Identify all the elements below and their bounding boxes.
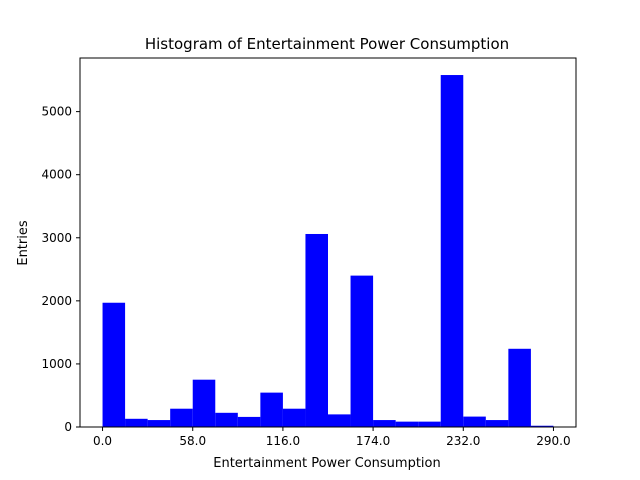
x-tick-label: 116.0 <box>266 434 300 448</box>
histogram-bar <box>328 414 351 427</box>
histogram-bar <box>147 420 171 427</box>
histogram-bar <box>530 425 554 427</box>
histogram-bar <box>102 302 126 427</box>
histogram-bar <box>282 408 306 427</box>
histogram-bar <box>395 421 419 427</box>
y-tick-label: 5000 <box>41 105 72 119</box>
histogram-bar <box>260 392 283 427</box>
x-tick-label: 0.0 <box>93 434 112 448</box>
y-axis-ticks: 0 1000 2000 3000 4000 5000 <box>41 105 80 434</box>
x-axis-ticks: 0.0 58.0 116.0 174.0 232.0 290.0 <box>93 427 571 448</box>
x-tick-label: 290.0 <box>536 434 570 448</box>
y-tick-label: 1000 <box>41 357 72 371</box>
histogram-bar <box>192 379 216 427</box>
histogram-bar <box>508 348 531 427</box>
x-tick-label: 174.0 <box>356 434 390 448</box>
y-axis-label: Entries <box>16 220 31 266</box>
y-tick-label: 4000 <box>41 168 72 182</box>
x-axis-label: Entertainment Power Consumption <box>213 456 440 471</box>
histogram-bar <box>305 233 328 427</box>
y-tick-label: 0 <box>64 420 72 434</box>
plot-frame <box>79 57 577 428</box>
histogram-bar <box>373 420 396 427</box>
x-tick-label: 232.0 <box>446 434 480 448</box>
y-tick-label: 3000 <box>41 231 72 245</box>
histogram-bar <box>463 416 486 427</box>
histogram-bar <box>440 75 464 428</box>
chart-title: Histogram of Entertainment Power Consump… <box>145 35 509 53</box>
bars-group <box>102 75 554 428</box>
histogram-bar <box>170 408 193 427</box>
y-tick-label: 2000 <box>41 294 72 308</box>
histogram-bar <box>237 416 261 427</box>
histogram-bar <box>125 418 148 427</box>
x-tick-label: 58.0 <box>179 434 206 448</box>
histogram-bar <box>350 275 374 427</box>
histogram-bar <box>485 420 509 427</box>
histogram-bar <box>418 421 441 427</box>
histogram-bar <box>215 412 238 427</box>
